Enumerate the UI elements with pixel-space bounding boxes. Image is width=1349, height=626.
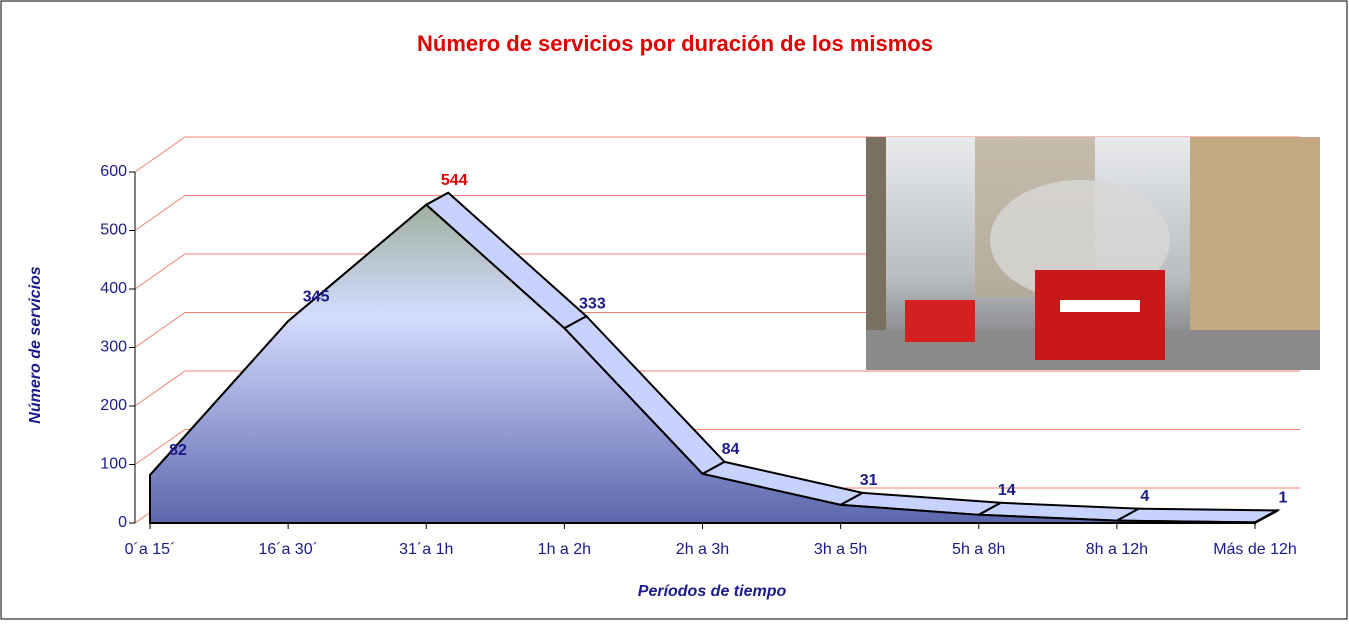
y-tick-label: 400	[100, 280, 127, 297]
x-tick-label: Más de 12h	[1213, 541, 1297, 558]
x-tick-label: 1h a 2h	[538, 541, 591, 558]
chart-title: Número de servicios por duración de los …	[417, 31, 933, 56]
value-label: 31	[860, 472, 878, 489]
value-label: 544	[441, 172, 468, 189]
x-tick-label: 31´a 1h	[399, 541, 453, 558]
value-label: 82	[169, 442, 187, 459]
value-label: 84	[722, 441, 740, 458]
y-tick-label: 0	[118, 514, 127, 531]
value-label: 1	[1279, 490, 1288, 507]
x-tick-label: 2h a 3h	[676, 541, 729, 558]
x-tick-label: 5h a 8h	[952, 541, 1005, 558]
y-tick-label: 600	[100, 163, 127, 180]
value-label: 14	[998, 482, 1016, 499]
chart: Número de servicios por duración de los …	[0, 0, 1349, 621]
y-tick-label: 100	[100, 456, 127, 473]
x-tick-label: 16´a 30´	[258, 541, 318, 558]
y-tick-label: 500	[100, 222, 127, 239]
y-tick-label: 300	[100, 339, 127, 356]
value-label: 4	[1140, 488, 1149, 505]
value-label: 345	[303, 288, 330, 305]
y-tick-label: 200	[100, 397, 127, 414]
x-tick-label: 0´a 15´	[125, 541, 176, 558]
x-tick-label: 3h a 5h	[814, 541, 867, 558]
y-axis-label: Número de servicios	[27, 266, 44, 424]
x-tick-label: 8h a 12h	[1086, 541, 1148, 558]
value-label: 333	[579, 295, 606, 312]
photo	[866, 137, 1320, 370]
x-axis-label: Períodos de tiempo	[638, 583, 787, 600]
